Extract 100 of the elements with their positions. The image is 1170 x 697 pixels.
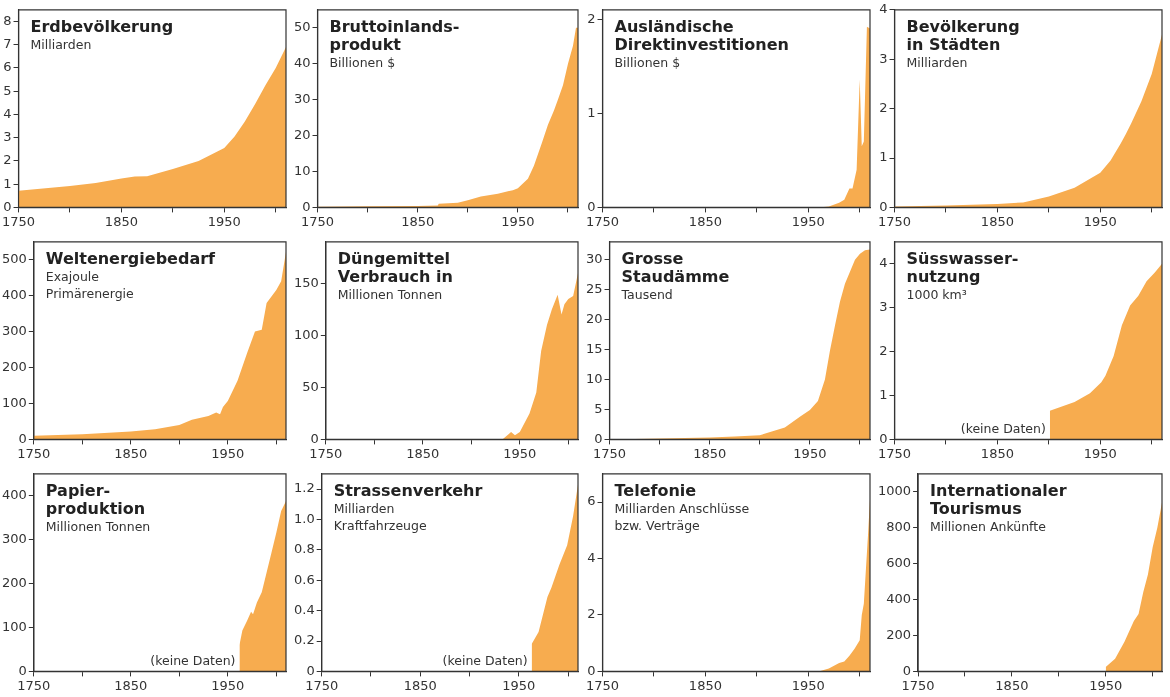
x-tick-label: 1850 [688,213,722,229]
y-tick-label: 6 [587,493,596,509]
y-tick-label: 2 [879,99,888,115]
x-tick-label: 1750 [17,677,51,693]
y-tick-label: 25 [586,281,603,297]
y-tick-label: 2 [879,342,888,358]
y-tick-label: 200 [886,626,912,642]
y-tick-label: 1 [879,386,888,402]
y-tick-label: 30 [586,251,603,267]
text: Ausländische Direktinvestitionen [614,16,789,54]
x-tick-label: 1750 [878,445,912,461]
y-tick-label: 0 [18,430,27,446]
y-tick-label: 400 [1,287,27,303]
text: Düngemittel Verbrauch in [337,248,453,286]
x-tick-label: 1950 [791,213,825,229]
y-tick-label: 15 [586,340,603,356]
x-tick-label: 1850 [406,445,440,461]
text: Weltenergiebedarf [45,248,216,268]
y-tick-label: 0.4 [293,601,315,617]
text: Internationaler Tourismus [930,480,1067,518]
y-tick-label: 0 [879,198,888,214]
y-tick-label: 0 [3,198,12,214]
text: Tausend [621,285,674,303]
x-tick-label: 1850 [995,677,1029,693]
x-tick-label: 1750 [593,445,627,461]
y-tick-label: 2 [587,606,596,622]
x-tick-label: 1750 [878,213,912,229]
y-tick-label: 50 [302,378,319,394]
y-tick-label: 50 [294,19,311,35]
y-tick-label: 4 [879,255,888,271]
y-tick-label: 300 [1,322,27,338]
text: Bevölkerung in Städten [906,16,1020,54]
text: 1000 km³ [906,285,968,303]
y-tick-label: 2 [3,152,12,168]
y-tick-label: 200 [1,574,27,590]
y-tick-label: 1 [3,175,12,191]
x-tick-label: 1750 [901,677,935,693]
y-tick-label: 5 [3,82,12,98]
y-tick-label: 3 [879,299,888,315]
x-tick-label: 1950 [211,445,245,461]
annotation: (keine Daten) [960,421,1046,437]
text: Strassenverkehr [333,480,483,500]
y-tick-label: 100 [293,326,319,342]
y-tick-label: 2 [587,10,596,26]
x-tick-label: 1850 [980,445,1014,461]
y-tick-label: 800 [886,519,912,535]
y-tick-label: 5 [594,400,603,416]
x-tick-label: 1950 [502,677,536,693]
x-tick-label: 1750 [586,213,620,229]
y-tick-label: 1.2 [293,480,315,496]
annotation: (keine Daten) [442,653,528,669]
text: Papier- produktion [45,480,147,518]
y-tick-label: 10 [294,162,311,178]
y-tick-label: 0 [302,198,311,214]
y-tick-label: 200 [1,358,27,374]
text: Billionen $ [329,53,397,71]
y-tick-label: 3 [879,50,888,66]
x-tick-label: 1850 [693,445,727,461]
y-tick-label: 0 [902,662,912,678]
y-tick-label: 0 [594,430,603,446]
text: Millionen Tonnen [337,285,444,303]
text: Milliarden [30,35,93,53]
y-tick-label: 3 [3,129,12,145]
x-tick-label: 1950 [503,445,537,461]
y-tick-label: 0 [587,662,596,678]
y-tick-label: 400 [1,487,27,503]
y-tick-label: 0.2 [293,632,315,648]
y-tick-label: 500 [1,251,27,267]
x-tick-label: 1950 [793,445,827,461]
y-tick-label: 6 [3,59,12,75]
y-tick-label: 0.6 [293,571,315,587]
x-tick-label: 1750 [586,677,620,693]
y-tick-label: 40 [294,55,311,71]
y-tick-label: 0 [879,430,888,446]
x-tick-label: 1850 [401,213,435,229]
y-tick-label: 10 [586,370,603,386]
x-tick-label: 1750 [2,213,36,229]
x-tick-label: 1850 [104,213,138,229]
x-tick-label: 1850 [114,445,148,461]
text: Süsswasser- nutzung [906,248,1019,286]
y-tick-label: 4 [879,1,888,17]
text: Erdbevölkerung [30,16,174,36]
y-tick-label: 100 [1,618,27,634]
x-tick-label: 1750 [301,213,335,229]
x-tick-label: 1950 [207,213,241,229]
y-tick-label: 0 [18,662,27,678]
y-tick-label: 0 [310,430,319,446]
y-tick-label: 20 [586,311,603,327]
text: Milliarden [906,53,969,71]
text: Millionen Tonnen [45,517,151,535]
x-tick-label: 1750 [305,677,339,693]
text: Grosse Staudämme [621,248,730,286]
x-tick-label: 1950 [211,677,245,693]
y-tick-label: 0 [306,662,315,678]
y-tick-label: 1 [587,104,596,120]
y-tick-label: 0 [587,198,596,214]
annotation: (keine Daten) [150,653,236,669]
y-tick-label: 100 [1,394,27,410]
y-tick-label: 300 [1,531,27,547]
y-tick-label: 150 [293,274,319,290]
